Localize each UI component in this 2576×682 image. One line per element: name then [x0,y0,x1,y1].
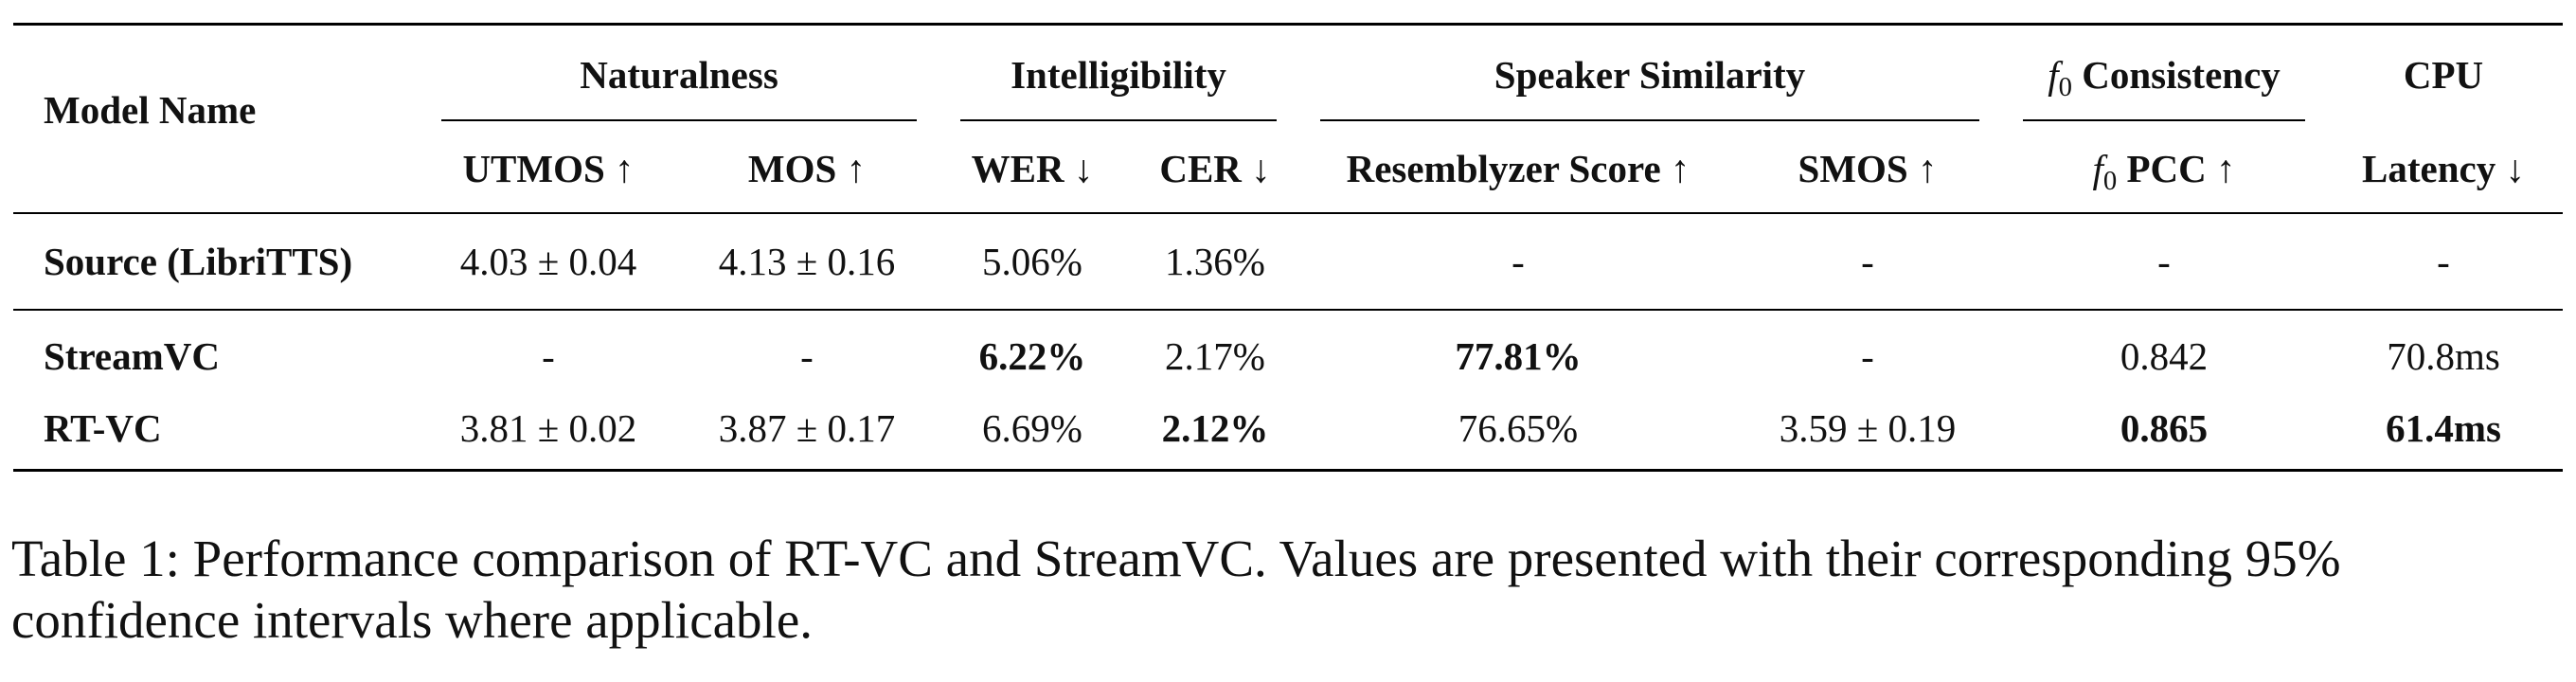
speaker-similarity-group-rule [1320,119,1979,121]
header-bottom-rule [13,212,2563,214]
source-mos: 4.13 ± 0.16 [718,240,896,283]
naturalness-group-rule [441,119,917,121]
utmos-column-header: UTMOS ↑ [462,147,635,190]
wer-column-header: WER ↓ [971,147,1094,190]
source-resemblyzer: - [1512,240,1525,283]
f0-consistency-group-rule [2023,119,2305,121]
source-utmos: 4.03 ± 0.04 [459,240,637,283]
latency-column-header: Latency ↓ [2362,147,2525,190]
source-f0-pcc: - [2157,240,2171,283]
rtvc-latency: 61.4ms [2386,406,2501,450]
source-cer: 1.36% [1165,240,1265,283]
streamvc-utmos: - [542,334,555,378]
source-row-name: Source (LibriTTS) [44,240,353,283]
resemblyzer-column-header: Resemblyzer Score ↑ [1346,147,1690,190]
streamvc-latency: 70.8ms [2387,334,2500,378]
speaker-similarity-group-header: Speaker Similarity [1494,53,1806,97]
model-name-header: Model Name [44,88,257,132]
streamvc-smos: - [1861,334,1874,378]
table-caption: Table 1: Performance comparison of RT-VC… [11,529,2341,649]
rtvc-utmos: 3.81 ± 0.02 [459,406,637,450]
cpu-group-header: CPU [2403,53,2484,97]
cer-column-header: CER ↓ [1159,147,1271,190]
source-latency: - [2437,240,2450,283]
mos-column-header: MOS ↑ [747,147,867,190]
rtvc-wer: 6.69% [982,406,1082,450]
bottom-rule [13,469,2563,472]
smos-column-header: SMOS ↑ [1798,147,1938,190]
rtvc-smos: 3.59 ± 0.19 [1779,406,1957,450]
naturalness-group-header: Naturalness [580,53,778,97]
streamvc-resemblyzer: 77.81% [1455,334,1582,378]
rtvc-f0-pcc: 0.865 [2120,406,2209,450]
streamvc-row-name: StreamVC [44,334,220,378]
source-smos: - [1861,240,1874,283]
intelligibility-group-rule [960,119,1277,121]
rtvc-mos: 3.87 ± 0.17 [718,406,896,450]
source-row-bottom-rule [13,309,2563,311]
rtvc-row-name: RT-VC [44,406,162,450]
streamvc-cer: 2.17% [1165,334,1265,378]
streamvc-mos: - [800,334,814,378]
top-rule [13,23,2563,26]
streamvc-f0-pcc: 0.842 [2120,334,2209,378]
f0-consistency-group-header: f0 Consistency [2048,53,2281,103]
f0-pcc-column-header: f0 PCC ↑ [2092,147,2236,197]
rtvc-cer: 2.12% [1161,406,1269,450]
intelligibility-group-header: Intelligibility [1011,53,1226,97]
streamvc-wer: 6.22% [978,334,1086,378]
rtvc-resemblyzer: 76.65% [1458,406,1579,450]
source-wer: 5.06% [982,240,1082,283]
